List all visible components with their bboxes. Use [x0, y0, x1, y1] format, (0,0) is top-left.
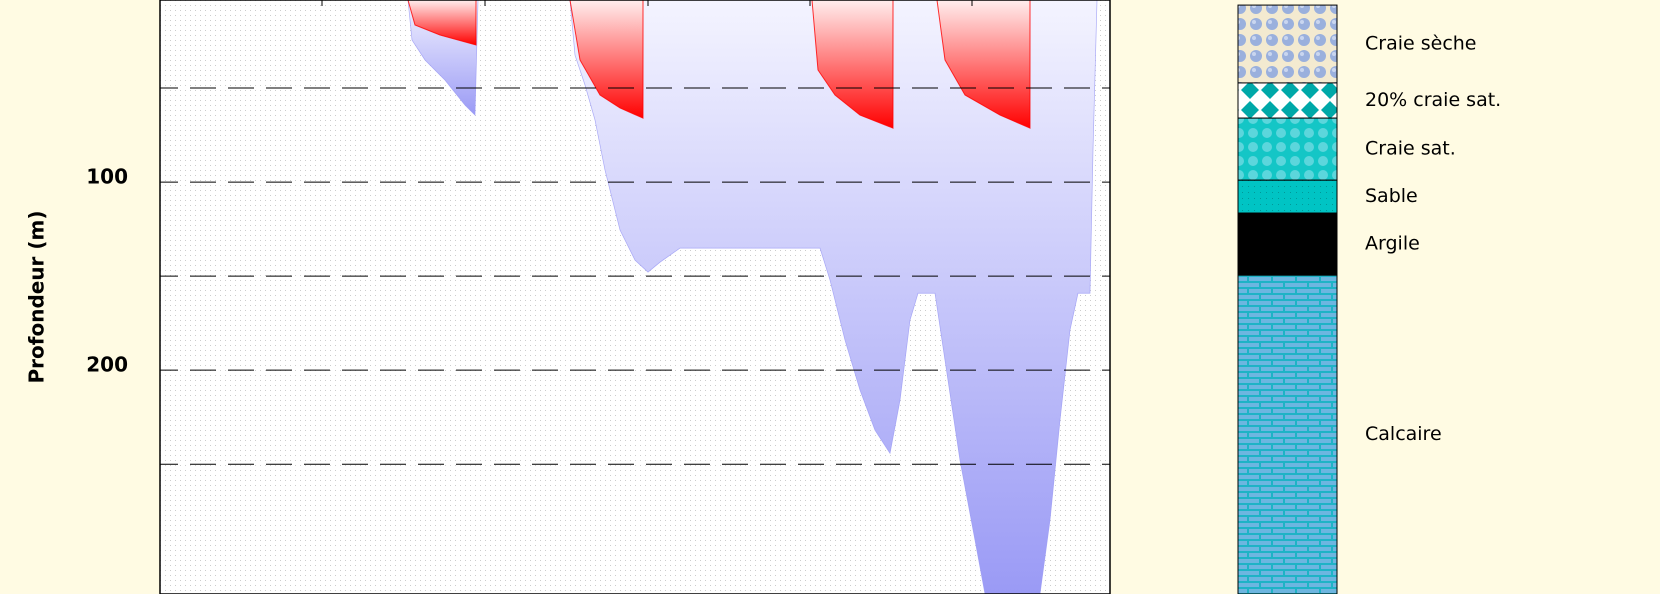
stratum-label: Sable — [1365, 185, 1418, 207]
area — [569, 0, 644, 119]
plot-frame — [159, 0, 1111, 594]
stratum-label: Craie sat. — [1365, 138, 1456, 160]
area — [936, 0, 1031, 129]
stratum-label: 20% craie sat. — [1365, 89, 1501, 111]
y-axis-label: Profondeur (m) — [25, 210, 49, 383]
stratum-label: Argile — [1365, 233, 1420, 255]
stratum — [1237, 4, 1338, 84]
area — [407, 0, 477, 46]
stratum-label: Craie sèche — [1365, 33, 1477, 55]
y-tick-label: 100 — [86, 165, 128, 189]
stratum — [1237, 212, 1338, 276]
area — [811, 0, 894, 129]
area — [569, 0, 1098, 594]
stratum — [1237, 117, 1338, 181]
y-tick-label: 200 — [86, 353, 128, 377]
stratum — [1237, 82, 1338, 119]
stratum-label: Calcaire — [1365, 423, 1442, 445]
stratum — [1237, 274, 1338, 594]
stratum — [1237, 179, 1338, 214]
